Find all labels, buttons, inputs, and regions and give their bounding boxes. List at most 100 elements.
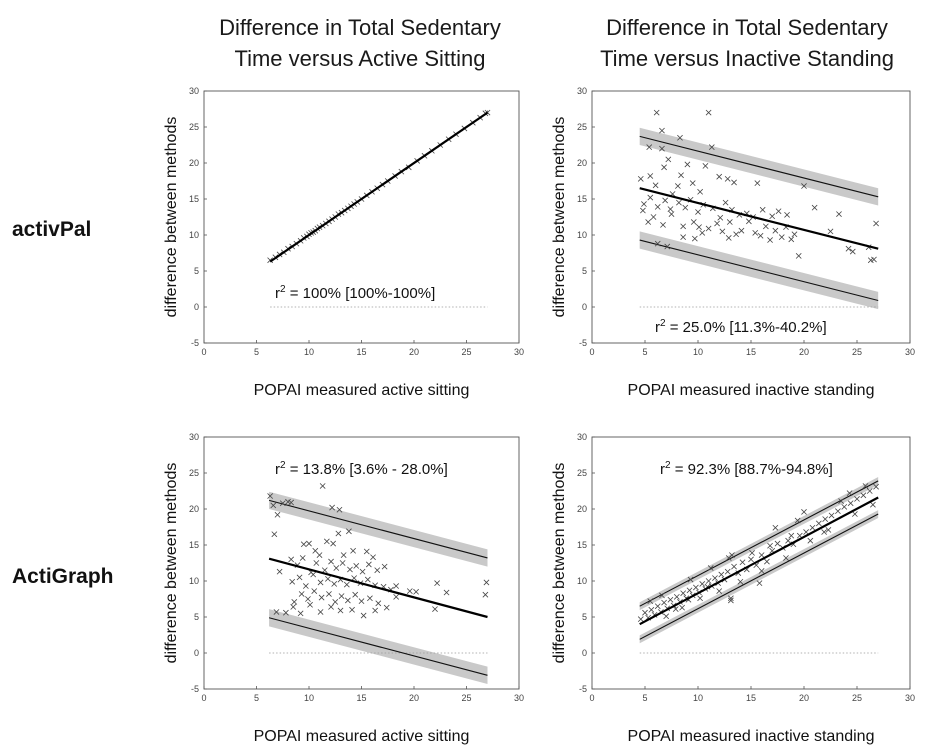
data-point	[652, 182, 659, 189]
y-tick-label: 25	[577, 468, 587, 478]
data-point-stroke	[769, 213, 776, 220]
data-point-stroke	[748, 556, 754, 563]
data-point	[665, 156, 672, 163]
data-point-stroke	[667, 596, 674, 603]
data-point	[653, 109, 660, 116]
data-point	[717, 214, 724, 221]
data-point-stroke	[758, 552, 765, 558]
data-point-stroke	[652, 182, 659, 189]
data-point	[860, 492, 867, 499]
data-point	[337, 607, 344, 614]
data-point-stroke	[722, 199, 729, 206]
data-point-stroke	[339, 560, 346, 566]
data-point-stroke	[690, 219, 697, 225]
data-point-stroke	[637, 616, 644, 623]
column-title-line: Time versus Inactive Standing	[600, 46, 894, 71]
data-point	[739, 559, 746, 566]
data-point	[290, 604, 297, 610]
data-point	[350, 547, 356, 554]
data-point-stroke	[482, 591, 489, 598]
y-tick-label: 15	[577, 194, 587, 204]
data-point	[725, 555, 732, 561]
data-point	[663, 613, 670, 620]
data-point	[801, 183, 807, 189]
data-point-stroke	[335, 530, 342, 537]
data-point	[828, 512, 835, 519]
data-point	[654, 204, 661, 210]
y-tick-label: 20	[189, 504, 199, 514]
data-point-stroke	[873, 220, 879, 227]
data-point-stroke	[708, 144, 715, 151]
data-point-stroke	[739, 559, 746, 566]
data-point	[330, 540, 337, 547]
data-point	[731, 179, 737, 186]
data-point-stroke	[726, 219, 733, 225]
data-point-stroke	[676, 199, 682, 206]
data-point	[838, 498, 844, 504]
data-point-stroke	[860, 492, 867, 499]
data-point	[754, 180, 761, 187]
data-point-stroke	[862, 483, 869, 489]
data-point-stroke	[336, 506, 343, 513]
data-point-stroke	[333, 565, 340, 571]
x-tick-label: 15	[746, 693, 756, 703]
prediction-bound-line	[639, 480, 879, 607]
data-point-stroke	[801, 183, 807, 189]
data-point	[783, 555, 789, 561]
data-point	[716, 173, 723, 180]
data-point	[801, 508, 807, 515]
prediction-bound-line	[639, 513, 879, 640]
data-point-stroke	[784, 211, 790, 218]
data-point	[662, 197, 669, 204]
r-squared-value: = 25.0% [11.3%-40.2%]	[666, 319, 827, 336]
data-point-stroke	[306, 540, 312, 547]
data-point-stroke	[300, 541, 307, 548]
data-point	[690, 219, 697, 225]
x-tick-label: 20	[409, 347, 419, 357]
data-point	[811, 204, 818, 211]
data-point-stroke	[725, 555, 732, 561]
data-point-stroke	[767, 542, 773, 549]
data-point	[434, 580, 440, 587]
data-point	[724, 175, 731, 182]
data-point	[733, 231, 740, 238]
y-axis-label: difference between methods	[551, 117, 568, 318]
data-point	[338, 593, 345, 600]
data-point	[767, 237, 773, 243]
data-point	[276, 568, 283, 575]
data-point	[756, 580, 763, 587]
data-point	[862, 483, 869, 489]
data-point	[696, 224, 702, 230]
y-tick-label: 20	[577, 504, 587, 514]
data-point	[646, 144, 653, 151]
data-point	[678, 172, 684, 179]
data-point-stroke	[783, 555, 789, 561]
data-point	[738, 227, 745, 234]
data-point-stroke	[276, 568, 283, 575]
data-point-stroke	[725, 234, 732, 241]
data-point-stroke	[347, 566, 353, 573]
data-point	[677, 134, 683, 141]
x-tick-label: 10	[304, 693, 314, 703]
y-axis-label: difference between methods	[551, 463, 568, 664]
data-point-stroke	[270, 502, 277, 509]
data-point-stroke	[873, 483, 879, 490]
y-tick-label: 20	[189, 158, 199, 168]
data-point-stroke	[642, 609, 648, 616]
data-point-stroke	[413, 588, 419, 595]
data-point-stroke	[353, 562, 360, 569]
data-point-stroke	[677, 134, 683, 141]
data-point-stroke	[267, 257, 274, 264]
data-point	[759, 206, 766, 213]
data-point-stroke	[363, 548, 370, 555]
data-point-stroke	[745, 218, 752, 225]
data-point	[791, 231, 798, 238]
data-point-stroke	[733, 231, 740, 238]
data-point	[778, 234, 785, 241]
data-point	[731, 563, 737, 570]
data-point	[654, 603, 661, 610]
y-tick-label: 10	[577, 576, 587, 586]
data-point-stroke	[718, 571, 725, 578]
